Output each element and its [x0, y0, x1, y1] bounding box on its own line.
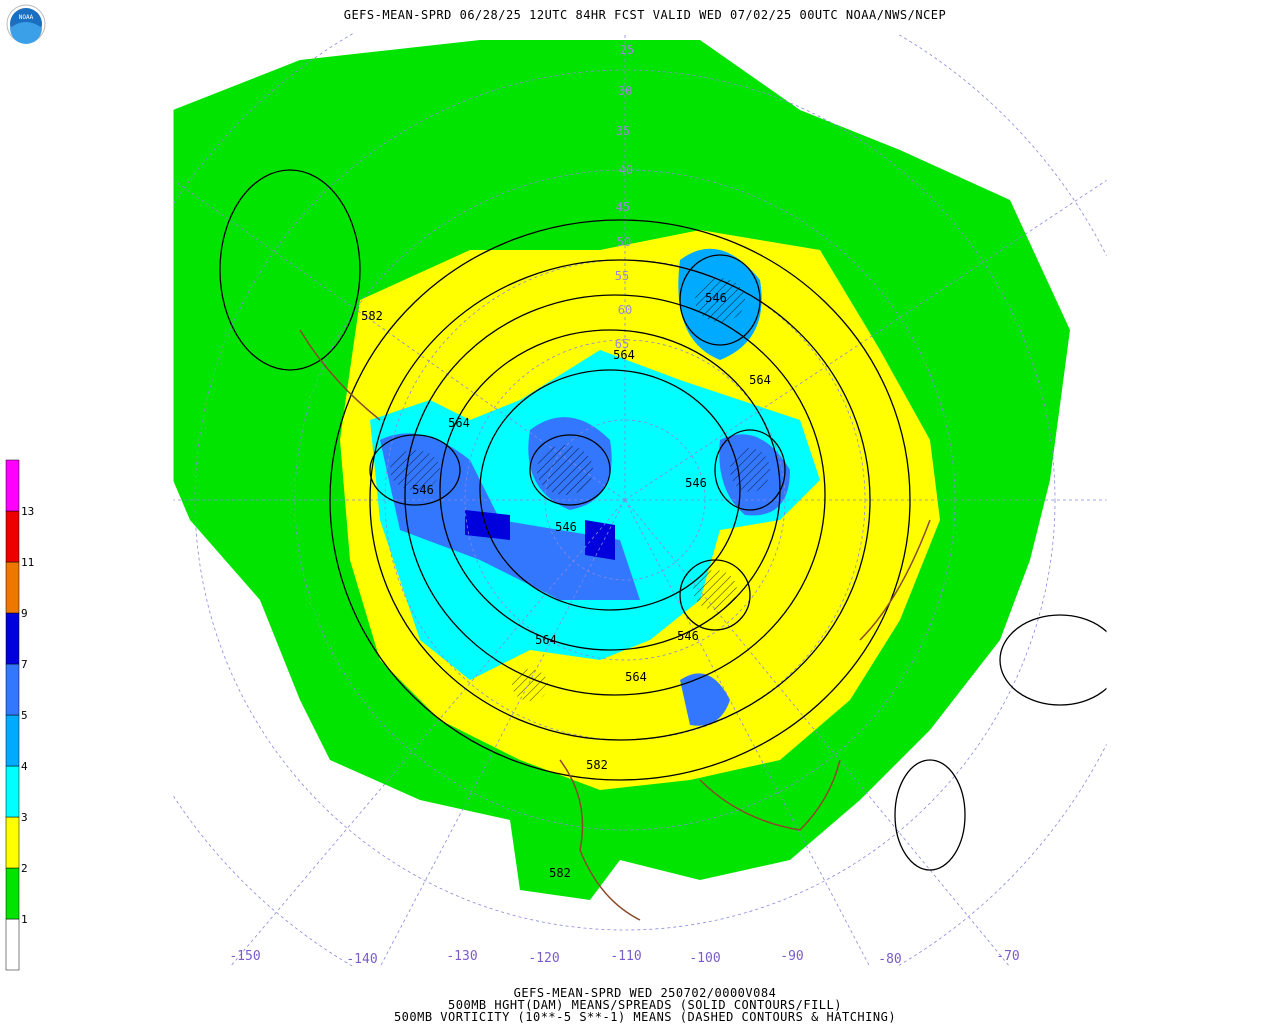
contour-label: 564: [613, 348, 635, 362]
legend-label: 13: [21, 505, 34, 518]
legend-label: 5: [21, 709, 28, 722]
contour-label: 546: [412, 483, 434, 497]
contour-label: 546: [555, 520, 577, 534]
longitude-label: -130: [446, 949, 477, 964]
longitude-label: -70: [996, 949, 1019, 964]
legend-swatch: [5, 612, 20, 665]
contour-label: 564: [749, 373, 771, 387]
contour-label: 546: [677, 629, 699, 643]
latitude-label: 45: [616, 200, 630, 214]
legend-swatch: [5, 918, 20, 971]
logo-text: NOAA: [19, 14, 34, 21]
legend-label: 1: [21, 913, 28, 926]
footer-line: 500MB HGHT(DAM) MEANS/SPREADS (SOLID CON…: [448, 998, 842, 1012]
legend-swatch: [5, 816, 20, 869]
legend-label: 4: [21, 760, 28, 773]
footer-line: GEFS-MEAN-SPRD WED 250702/0000V084: [514, 986, 777, 1000]
longitude-label: -140: [346, 952, 377, 967]
longitude-label: -100: [689, 951, 720, 966]
color-legend: 1 2 3 4 5 7 9 11 13: [5, 459, 34, 971]
longitude-label: -110: [610, 949, 641, 964]
contour-label: 546: [685, 476, 707, 490]
contour-label: 564: [535, 633, 557, 647]
legend-swatch: [5, 459, 20, 512]
latitude-label: 65: [615, 337, 629, 351]
longitude-label: -80: [878, 952, 901, 967]
contour-label: 582: [586, 758, 608, 772]
footer-line: 500MB VORTICITY (10**-5 S**-1) MEANS (DA…: [394, 1010, 896, 1024]
longitude-label: -90: [780, 949, 803, 964]
legend-swatch: [5, 663, 20, 716]
latitude-label: 35: [616, 124, 630, 138]
contour-label: 546: [705, 291, 727, 305]
map-labels: -150 -140 -130 -120 -110 -100 -90 -80 -70 25 30 35 4…: [229, 43, 1019, 967]
latitude-label: 40: [619, 163, 633, 177]
legend-label: 9: [21, 607, 28, 620]
legend-swatch: [5, 867, 20, 920]
latitude-label: 25: [620, 43, 634, 57]
latitude-label: 50: [617, 235, 631, 249]
longitude-label: -120: [528, 951, 559, 966]
latitude-label: 60: [618, 303, 632, 317]
noaa-logo: NOAA: [6, 4, 46, 44]
legend-label: 3: [21, 811, 28, 824]
legend-label: 7: [21, 658, 28, 671]
latitude-label: 30: [618, 84, 632, 98]
legend-label: 11: [21, 556, 34, 569]
map: [173, 33, 1107, 967]
contour-label: 564: [448, 416, 470, 430]
contour-label: 564: [625, 670, 647, 684]
longitude-label: -150: [229, 949, 260, 964]
legend-swatch: [5, 765, 20, 818]
title: GEFS-MEAN-SPRD 06/28/25 12UTC 84HR FCST …: [344, 8, 947, 22]
contour-label: 582: [549, 866, 571, 880]
legend-label: 2: [21, 862, 28, 875]
map-frame: [172, 32, 1108, 968]
latitude-label: 55: [615, 269, 629, 283]
legend-swatch: [5, 561, 20, 614]
contour-label: 582: [361, 309, 383, 323]
legend-swatch: [5, 714, 20, 767]
legend-swatch: [5, 510, 20, 563]
